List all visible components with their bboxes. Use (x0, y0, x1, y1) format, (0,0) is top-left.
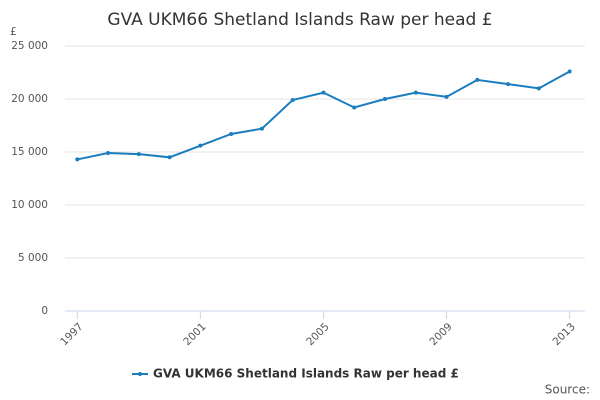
x-tick-label: 2013 (550, 321, 577, 348)
y-tick-label: 20 000 (11, 93, 48, 105)
point (106, 151, 111, 156)
point (444, 94, 449, 99)
point (167, 155, 172, 160)
point (259, 126, 264, 131)
point (321, 90, 326, 95)
y-tick-label: 10 000 (11, 199, 48, 211)
legend-symbol-point (138, 372, 142, 376)
y-tick-label: 0 (41, 305, 48, 317)
point (475, 77, 480, 82)
point (75, 157, 80, 162)
legend-label: GVA UKM66 Shetland Islands Raw per head … (153, 367, 459, 381)
chart-title: GVA UKM66 Shetland Islands Raw per head … (107, 10, 492, 30)
y-tick-label: 15 000 (11, 146, 48, 158)
point (229, 131, 234, 136)
x-tick-label: 1997 (58, 321, 85, 348)
point (352, 105, 357, 110)
point (413, 90, 418, 95)
point (136, 152, 141, 157)
y-axis-label: £ (10, 26, 17, 38)
y-tick-label: 5 000 (18, 252, 48, 264)
point (290, 98, 295, 103)
point (198, 143, 203, 148)
point (536, 86, 541, 91)
point (567, 69, 572, 74)
source: Source: (545, 383, 590, 397)
x-tick-label: 2005 (304, 321, 331, 348)
y-tick-label: 25 000 (11, 40, 48, 52)
x-tick-label: 2001 (181, 321, 208, 348)
x-tick-label: 2009 (427, 321, 454, 348)
point (506, 82, 511, 87)
line (77, 70, 571, 161)
point (383, 97, 387, 101)
